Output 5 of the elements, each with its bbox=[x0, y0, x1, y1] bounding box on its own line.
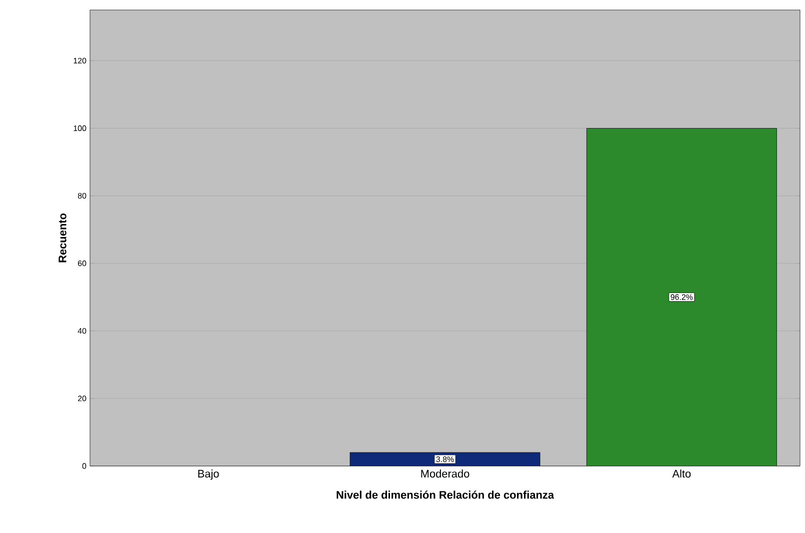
x-axis-title: Nivel de dimensión Relación de confianza bbox=[336, 490, 554, 499]
y-axis-title: Recuento bbox=[58, 213, 66, 262]
x-tick-label: Bajo bbox=[198, 470, 219, 480]
x-tick-label: Alto bbox=[672, 470, 691, 478]
x-tick-label: Moderado bbox=[421, 470, 470, 478]
